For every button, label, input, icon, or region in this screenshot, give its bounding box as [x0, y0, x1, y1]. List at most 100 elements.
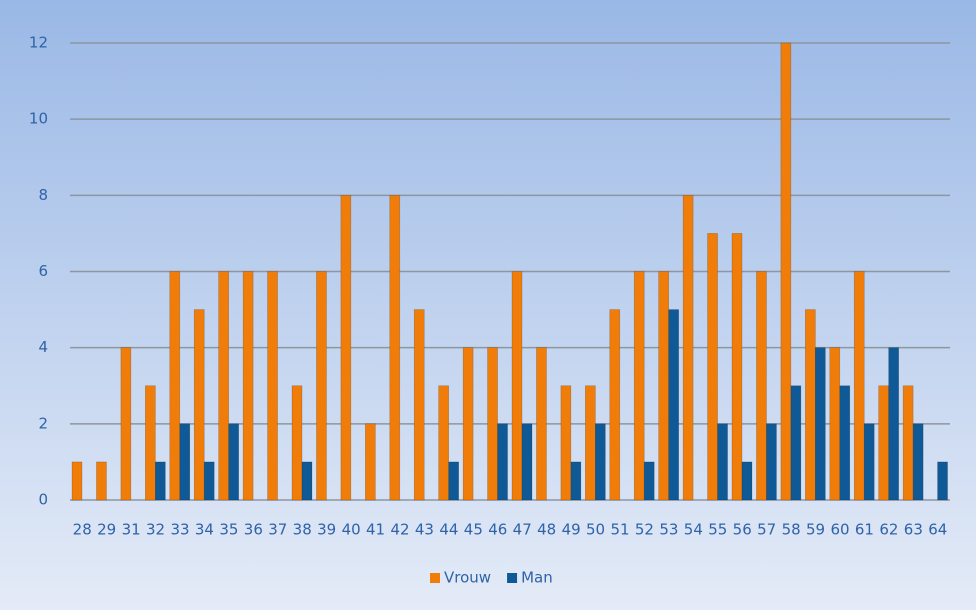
bar [658, 271, 669, 501]
x-tick-label: 51 [610, 521, 629, 539]
x-tick-label: 62 [879, 521, 898, 539]
bar [218, 271, 229, 501]
x-tick-label: 47 [513, 521, 532, 539]
bar [682, 195, 694, 501]
bar [203, 461, 215, 501]
bar [179, 423, 191, 501]
bar [878, 385, 889, 501]
bar [643, 461, 655, 501]
y-tick-label: 8 [38, 186, 48, 204]
x-tick-label: 59 [806, 521, 825, 539]
x-tick-label: 55 [708, 521, 727, 539]
bar [839, 385, 851, 501]
y-tick-label: 4 [38, 338, 48, 356]
legend-label: Man [521, 569, 553, 587]
bar [438, 385, 449, 501]
bar [365, 423, 376, 501]
x-tick-label: 50 [586, 521, 605, 539]
bar [633, 271, 645, 501]
bar [193, 309, 205, 501]
bar [902, 385, 914, 501]
bar [155, 461, 166, 501]
bar [595, 423, 606, 501]
bar [731, 233, 743, 501]
bar [780, 42, 792, 501]
bar [487, 347, 498, 501]
bar [291, 385, 303, 501]
bar [145, 385, 156, 501]
x-tick-label: 43 [415, 521, 434, 539]
bar [169, 271, 181, 501]
bar [815, 347, 826, 501]
bar [413, 309, 425, 501]
bar [497, 423, 508, 501]
bar [756, 271, 767, 501]
x-tick-label: 63 [904, 521, 923, 539]
bar [912, 423, 924, 501]
legend-label: Vrouw [444, 569, 491, 587]
y-tick-label: 12 [29, 34, 48, 52]
bar [267, 271, 278, 501]
x-tick-label: 42 [390, 521, 409, 539]
x-tick-label: 49 [562, 521, 581, 539]
x-tick-label: 64 [928, 521, 947, 539]
bar [536, 347, 547, 501]
y-tick-label: 2 [38, 414, 48, 432]
x-tick-label: 41 [366, 521, 385, 539]
bar [888, 347, 899, 501]
legend-swatch [507, 573, 518, 583]
x-tick-label: 61 [855, 521, 874, 539]
x-tick-label: 39 [317, 521, 336, 539]
bar [120, 347, 132, 501]
bar [717, 423, 728, 501]
x-tick-label: 33 [170, 521, 189, 539]
bar [668, 309, 679, 501]
bar [301, 461, 313, 501]
x-tick-label: 57 [757, 521, 776, 539]
x-tick-label: 60 [830, 521, 849, 539]
x-tick-label: 48 [537, 521, 556, 539]
x-tick-label: 53 [659, 521, 678, 539]
x-tick-label: 29 [97, 521, 116, 539]
x-tick-label: 35 [219, 521, 238, 539]
bar [71, 461, 83, 501]
bar [741, 461, 753, 501]
bar [448, 461, 459, 501]
y-tick-label: 10 [29, 110, 48, 128]
x-tick-label: 38 [293, 521, 312, 539]
bar [707, 233, 718, 501]
x-tick-label: 46 [488, 521, 507, 539]
x-tick-label: 34 [195, 521, 214, 539]
bar [228, 423, 239, 501]
x-tick-label: 52 [635, 521, 654, 539]
x-tick-label: 54 [684, 521, 703, 539]
x-tick-label: 37 [268, 521, 287, 539]
x-tick-label: 56 [733, 521, 752, 539]
x-tick-label: 36 [244, 521, 263, 539]
bar [242, 271, 254, 501]
bar [805, 309, 816, 501]
bar [521, 423, 533, 501]
y-tick-label: 6 [38, 262, 48, 280]
bar [560, 385, 572, 501]
bar [790, 385, 802, 501]
bar [316, 271, 327, 501]
x-tick-label: 58 [782, 521, 801, 539]
bar [511, 271, 523, 501]
bar [863, 423, 875, 501]
x-tick-label: 32 [146, 521, 165, 539]
x-tick-label: 44 [439, 521, 458, 539]
bar [462, 347, 474, 501]
y-tick-label: 0 [38, 491, 48, 509]
bar [570, 461, 582, 501]
bar [609, 309, 621, 501]
legend-swatch [430, 573, 440, 583]
x-tick-label: 31 [122, 521, 141, 539]
bar [853, 271, 865, 501]
bar [829, 347, 841, 501]
x-tick-label: 28 [73, 521, 92, 539]
bar [766, 423, 777, 501]
bar [96, 461, 107, 501]
